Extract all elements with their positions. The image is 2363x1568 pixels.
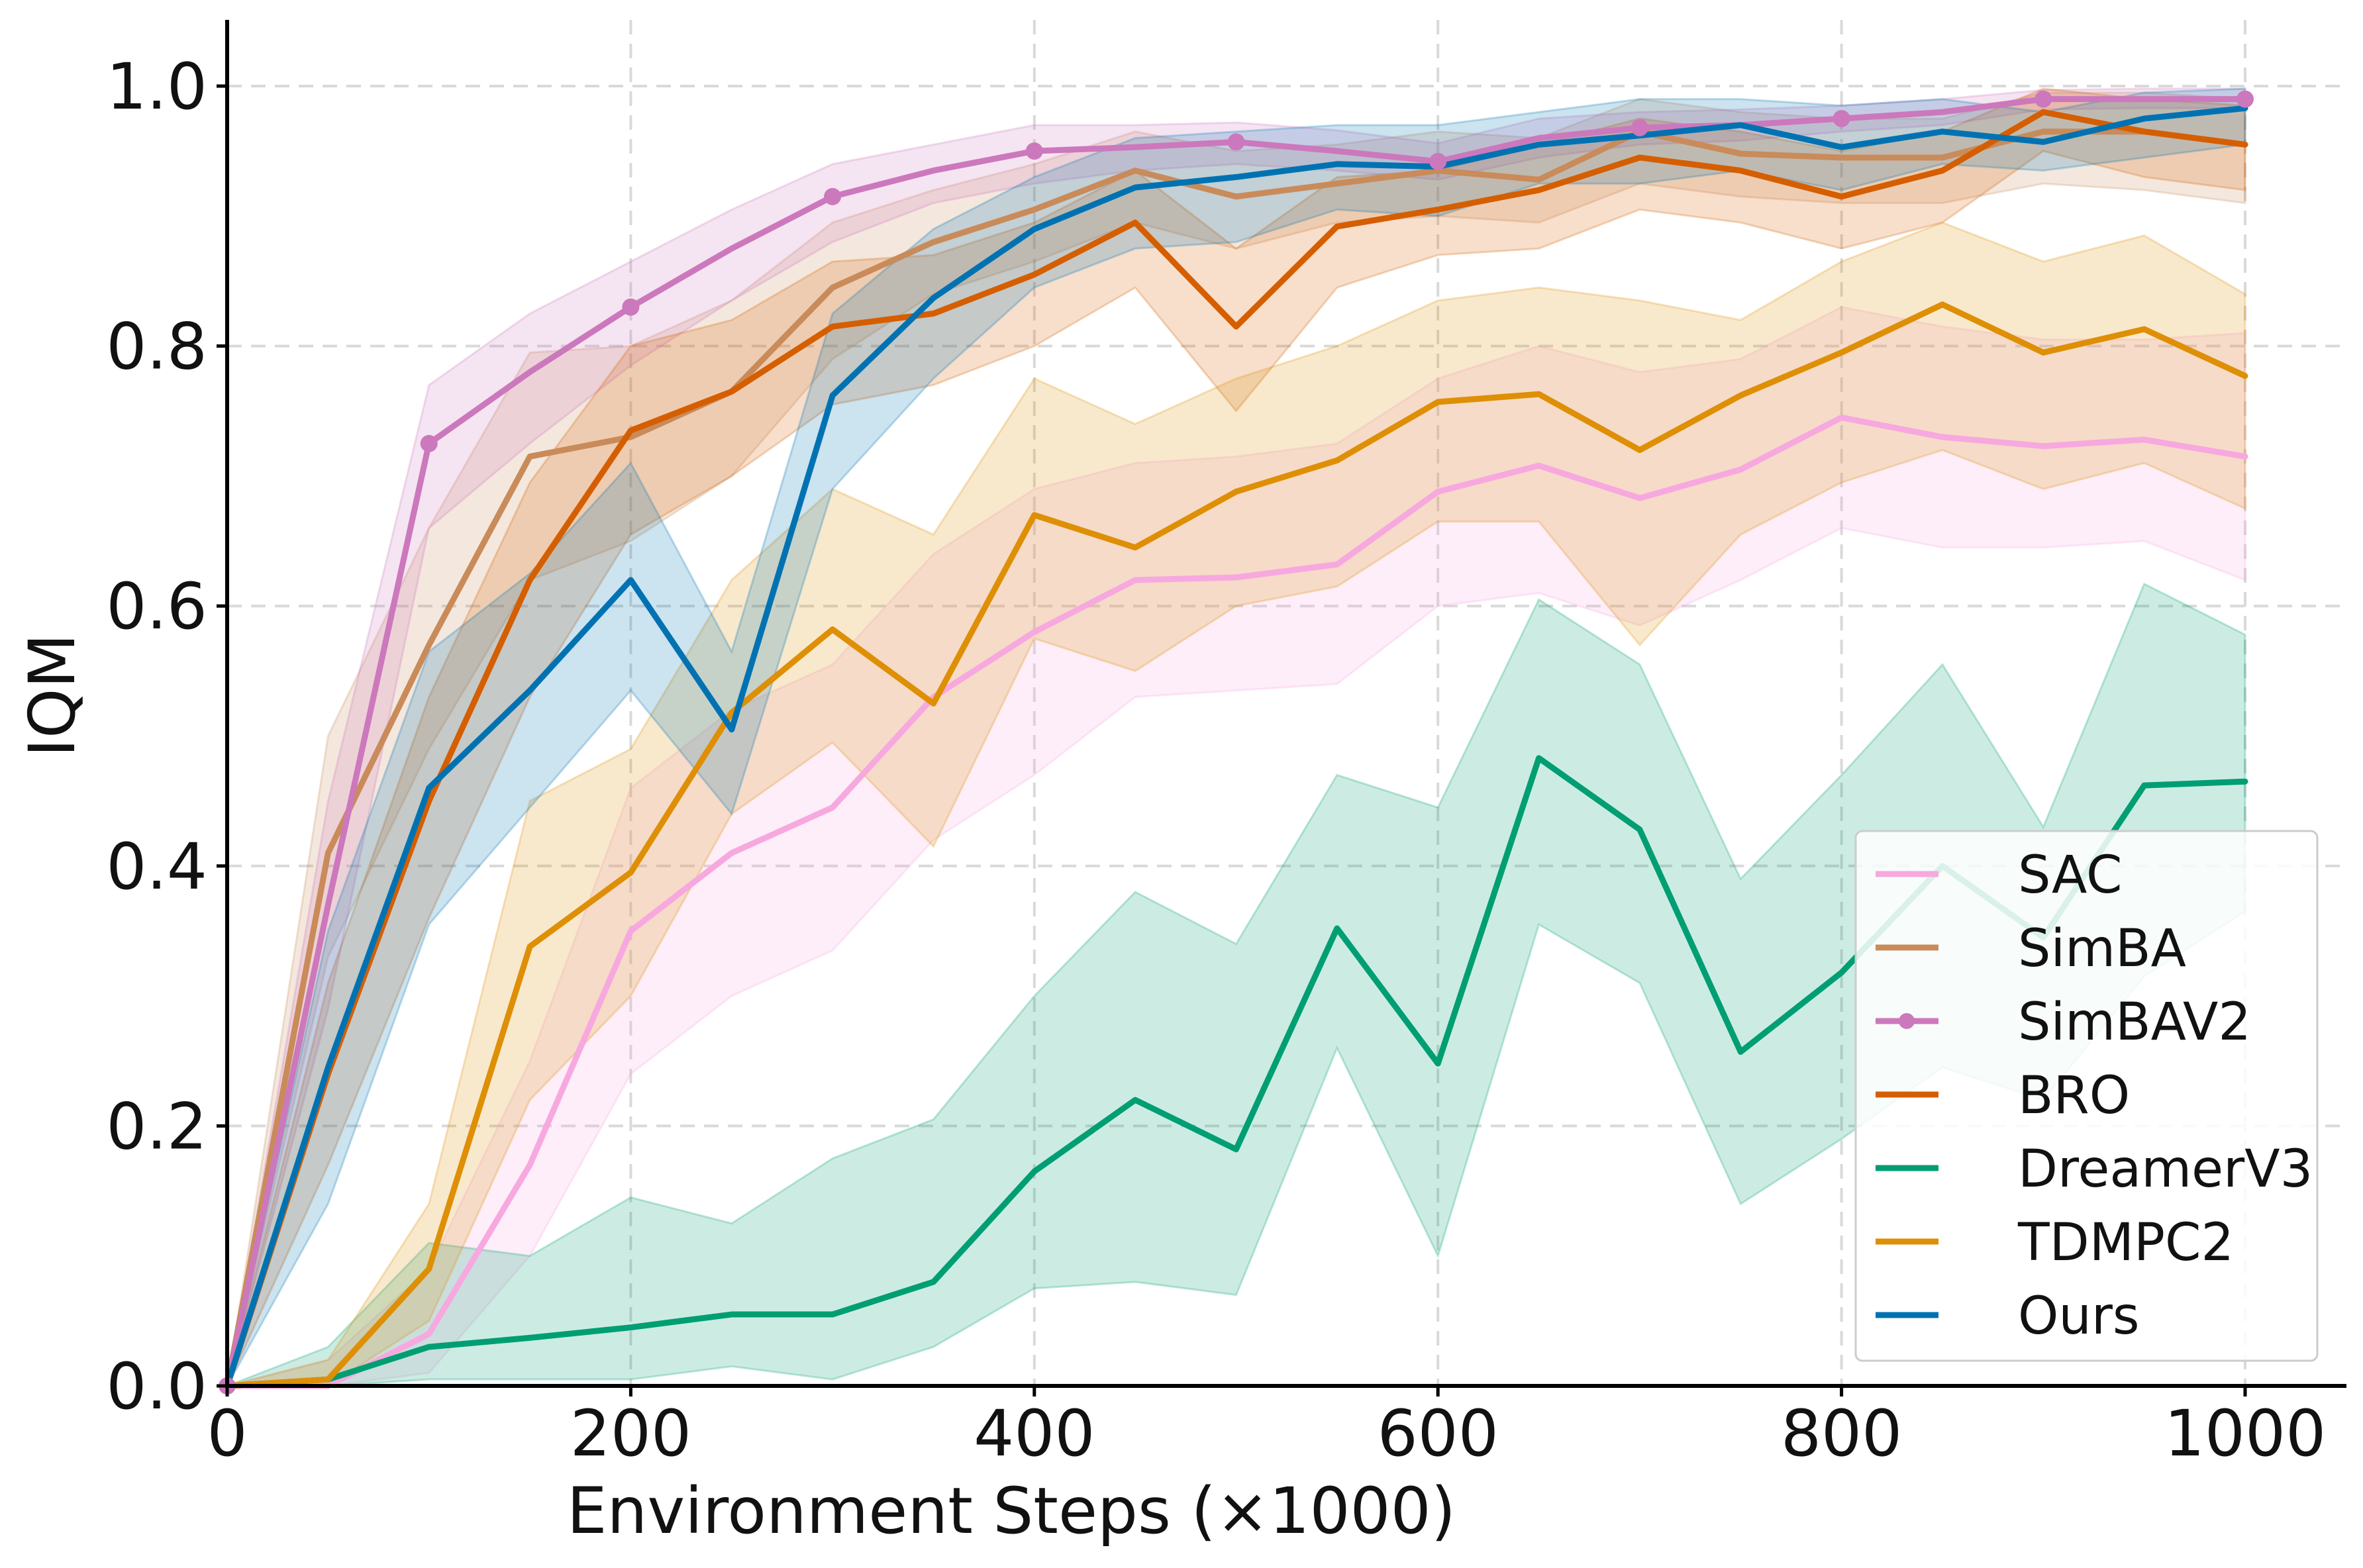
- y-axis-label: IQM: [15, 634, 89, 758]
- marker-simbav2: [824, 187, 842, 205]
- series-markers: [219, 90, 2254, 1395]
- legend-label-ours: Ours: [2018, 1287, 2140, 1346]
- legend-label-dreamerv3: DreamerV3: [2018, 1140, 2313, 1199]
- legend-label-sac: SAC: [2018, 846, 2122, 905]
- x-tick-label: 400: [974, 1396, 1095, 1471]
- marker-simbav2: [1025, 142, 1043, 160]
- band-bro: [226, 87, 2246, 1387]
- marker-simbav2: [2237, 90, 2254, 108]
- legend: SAC SimBA SimBAV2 BRO DreamerV3 TDMPC2 Ours: [1854, 830, 2319, 1362]
- line-ours: [224, 105, 2248, 1389]
- marker-simbav2: [2035, 90, 2052, 108]
- legend-box: [1854, 830, 2319, 1362]
- tick-labels: 0 200 400 600 800 1000 0.0 0.2 0.4 0.6 0.8 1.0: [106, 50, 2326, 1471]
- y-tick-label: 0.6: [106, 569, 207, 644]
- band-ours: [226, 87, 2246, 1387]
- y-tick-label: 0.0: [106, 1349, 207, 1424]
- marker-simbav2: [622, 298, 640, 316]
- y-tick-label: 0.4: [106, 830, 207, 904]
- x-tick-label: 600: [1378, 1396, 1499, 1471]
- x-tick-label: 800: [1781, 1396, 1902, 1471]
- legend-label-simba: SimBA: [2018, 919, 2186, 979]
- y-tick-label: 0.2: [106, 1089, 207, 1163]
- x-tick-label: 200: [570, 1396, 691, 1471]
- legend-marker-simbav2: [1899, 1013, 1915, 1029]
- band-dreamerv3: [226, 582, 2246, 1387]
- x-axis-label: Environment Steps (×1000): [567, 1474, 1456, 1548]
- marker-simbav2: [1429, 152, 1447, 170]
- marker-simbav2: [1631, 119, 1648, 136]
- marker-simbav2: [1833, 110, 1850, 128]
- legend-label-bro: BRO: [2018, 1066, 2130, 1126]
- band-tdmpc2: [226, 221, 2246, 1387]
- line-tdmpc2: [224, 301, 2248, 1389]
- legend-label-tdmpc2: TDMPC2: [2017, 1213, 2234, 1273]
- band-simba: [226, 91, 2246, 1387]
- legend-label-simbav2: SimBAV2: [2018, 993, 2251, 1052]
- marker-simbav2: [1227, 133, 1245, 151]
- x-tick-label: 0: [207, 1396, 247, 1471]
- line-sac: [224, 415, 2248, 1389]
- y-tick-label: 1.0: [106, 50, 207, 124]
- line-simba: [224, 128, 2248, 1389]
- line-bro: [224, 109, 2248, 1389]
- marker-simbav2: [420, 434, 438, 452]
- x-tick-label: 1000: [2164, 1396, 2326, 1471]
- axes: [225, 20, 2346, 1388]
- y-tick-label: 0.8: [106, 310, 207, 384]
